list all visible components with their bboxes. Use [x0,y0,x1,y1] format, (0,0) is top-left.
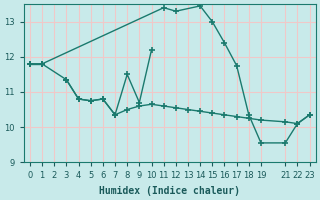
X-axis label: Humidex (Indice chaleur): Humidex (Indice chaleur) [99,186,240,196]
